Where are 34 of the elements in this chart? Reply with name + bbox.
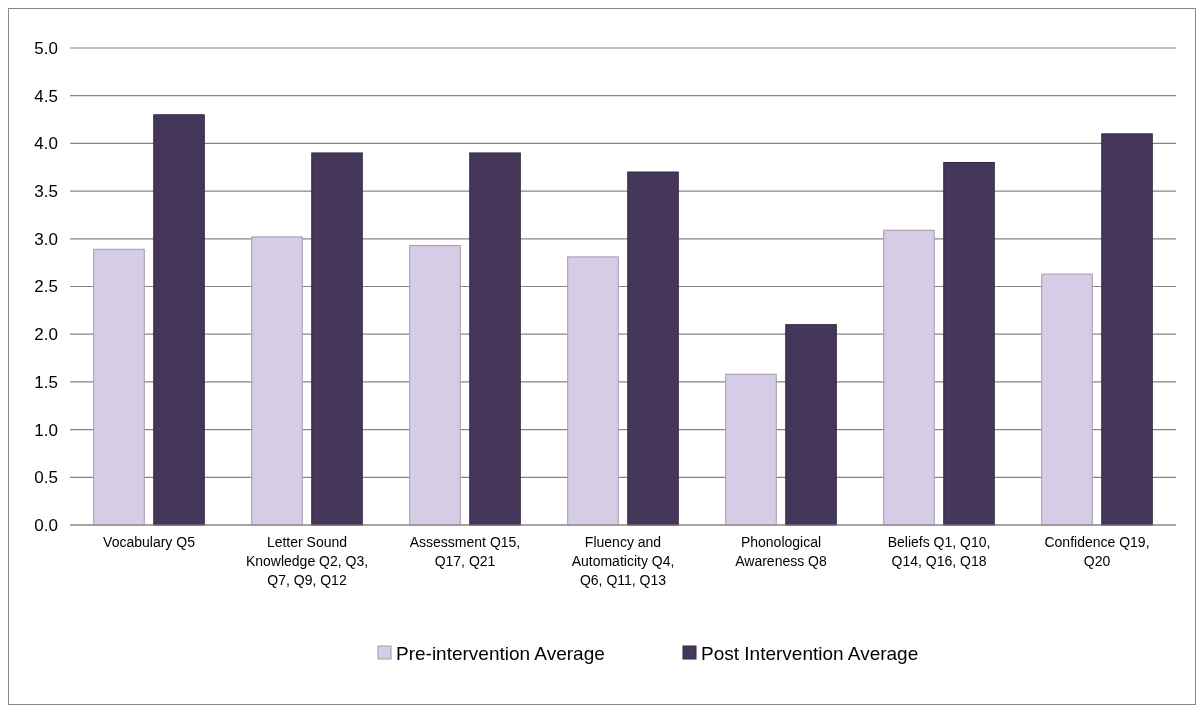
bar (627, 171, 679, 526)
bar (785, 324, 837, 526)
bar (251, 236, 303, 526)
y-tick-label: 4.0 (34, 134, 58, 154)
y-tick-label: 5.0 (34, 38, 58, 58)
y-tick-label: 2.5 (34, 277, 58, 297)
y-tick-label: 4.5 (34, 86, 58, 106)
bar (311, 152, 363, 526)
y-tick-label: 3.5 (34, 182, 58, 202)
y-tick-label: 1.5 (34, 372, 58, 392)
x-tick-label: Letter Sound Knowledge Q2, Q3, Q7, Q9, Q12 (245, 534, 369, 588)
x-tick-label: Confidence Q19, Q20 (1044, 534, 1150, 569)
bar (725, 373, 777, 526)
x-tick-label: Fluency and Automaticity Q4, Q6, Q11, Q13 (571, 534, 675, 588)
bar (883, 229, 935, 526)
y-tick-label: 3.0 (34, 229, 58, 249)
x-tick-label: Phonological Awareness Q8 (735, 534, 827, 569)
y-tick-label: 2.0 (34, 325, 58, 345)
x-tick-label: Assessment Q15, Q17, Q21 (409, 534, 521, 569)
x-tick-label: Vocabulary Q5 (103, 534, 196, 550)
bar (567, 256, 619, 526)
bar (409, 244, 461, 526)
bar (93, 248, 145, 526)
bar (469, 152, 521, 526)
y-tick-label: 0.0 (34, 515, 58, 535)
y-tick-label: 1.0 (34, 420, 58, 440)
bar (153, 114, 205, 526)
x-tick-label: Beliefs Q1, Q10, Q14, Q16, Q18 (887, 534, 991, 569)
bar (943, 161, 995, 526)
bar (1041, 273, 1093, 526)
bar (1101, 133, 1153, 526)
legend-label: Post Intervention Average (701, 642, 919, 664)
legend-label: Pre-intervention Average (396, 642, 605, 664)
y-tick-label: 0.5 (34, 468, 58, 488)
